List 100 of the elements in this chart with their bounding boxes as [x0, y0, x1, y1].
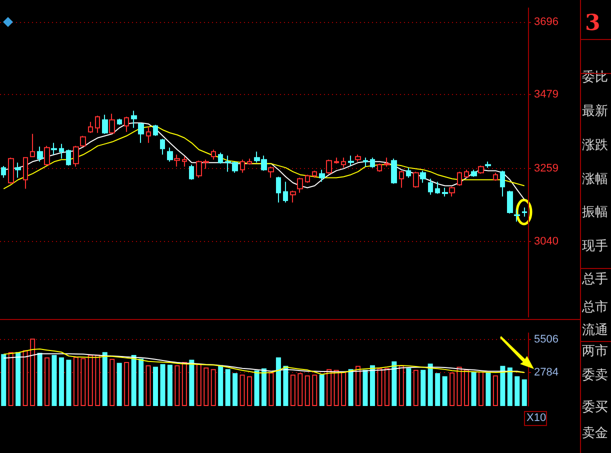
bar	[225, 369, 230, 406]
candlestick	[355, 154, 361, 162]
bar	[304, 375, 310, 406]
bar	[1, 354, 6, 406]
candlestick	[478, 165, 484, 174]
y-tick-label: 5506	[534, 333, 558, 346]
candlestick	[514, 209, 520, 222]
candlestick	[413, 171, 419, 188]
y-tick-label: 2784	[534, 366, 558, 378]
bar	[442, 376, 448, 406]
bar	[486, 372, 491, 406]
text: 总手	[582, 272, 608, 288]
candlestick	[117, 118, 122, 126]
bar	[384, 368, 390, 406]
candlestick	[174, 154, 180, 168]
candlestick	[240, 159, 245, 174]
bar	[450, 372, 455, 406]
candlestick	[464, 169, 469, 178]
text: 现手	[582, 239, 608, 255]
candlestick	[442, 187, 448, 197]
bar	[73, 356, 78, 406]
candlestick	[363, 157, 368, 168]
bar	[22, 350, 28, 406]
candlestick	[138, 122, 144, 144]
bar	[160, 364, 166, 406]
candlestick	[131, 110, 137, 128]
y-tick-label: 3696	[534, 16, 558, 28]
candlestick	[37, 146, 43, 162]
bar	[356, 366, 361, 406]
candlestick	[95, 115, 100, 134]
candlestick	[471, 169, 477, 178]
bar	[254, 370, 260, 406]
bar	[377, 368, 382, 406]
candlestick	[377, 163, 382, 172]
bar	[196, 364, 202, 406]
candlestick	[305, 174, 310, 184]
candlestick	[160, 138, 165, 156]
text: X10	[526, 412, 546, 424]
candlestick	[428, 178, 433, 196]
candlestick	[268, 166, 274, 178]
candlestick	[44, 145, 50, 166]
candlestick	[283, 181, 288, 204]
candlestick	[146, 126, 151, 144]
bar	[268, 372, 274, 406]
bar	[8, 352, 14, 406]
line-series	[3, 353, 525, 373]
bar	[247, 376, 252, 406]
candlestick	[30, 133, 35, 158]
bar	[116, 362, 122, 406]
text: 涨幅	[582, 172, 608, 188]
bar	[370, 365, 375, 406]
candlestick	[124, 116, 129, 132]
bar	[44, 357, 50, 406]
candlestick	[51, 142, 57, 156]
candlestick	[218, 152, 223, 164]
bar	[456, 366, 462, 406]
candlestick	[435, 181, 440, 194]
bar	[326, 369, 332, 406]
bar	[428, 364, 433, 406]
bar	[210, 369, 216, 406]
bar	[420, 370, 426, 406]
candlestick	[341, 157, 346, 168]
candlestick	[399, 170, 404, 188]
candlestick	[247, 158, 252, 166]
bar	[88, 354, 93, 406]
text: 3	[585, 10, 600, 36]
bar	[362, 370, 368, 406]
candlestick	[406, 167, 411, 178]
bar	[153, 366, 158, 406]
line-series	[3, 348, 525, 375]
candlestick	[59, 143, 64, 160]
bar	[290, 374, 296, 406]
bar	[218, 365, 224, 406]
candlestick	[522, 207, 527, 218]
candlestick	[391, 158, 397, 184]
bar	[435, 373, 440, 406]
candlestick	[384, 157, 390, 168]
bar	[37, 352, 42, 406]
bar	[167, 364, 172, 406]
text: 卖金	[582, 426, 608, 442]
text: 涨跌	[582, 138, 608, 154]
bar	[500, 366, 506, 406]
bar	[392, 361, 397, 406]
candlestick	[370, 157, 375, 168]
y-tick-label: 3479	[534, 88, 558, 101]
bar	[110, 358, 115, 406]
bar	[30, 338, 36, 406]
candlestick	[182, 156, 187, 168]
candlestick	[507, 190, 513, 214]
bar	[413, 370, 418, 406]
candlestick	[167, 147, 173, 162]
bar	[341, 372, 346, 406]
candlestick	[297, 177, 303, 194]
bar	[283, 366, 288, 406]
bar	[312, 374, 318, 406]
candlestick	[276, 176, 281, 204]
bar	[189, 360, 194, 406]
bar	[262, 368, 266, 406]
candlestick	[485, 161, 491, 168]
text: 最新	[582, 104, 608, 120]
